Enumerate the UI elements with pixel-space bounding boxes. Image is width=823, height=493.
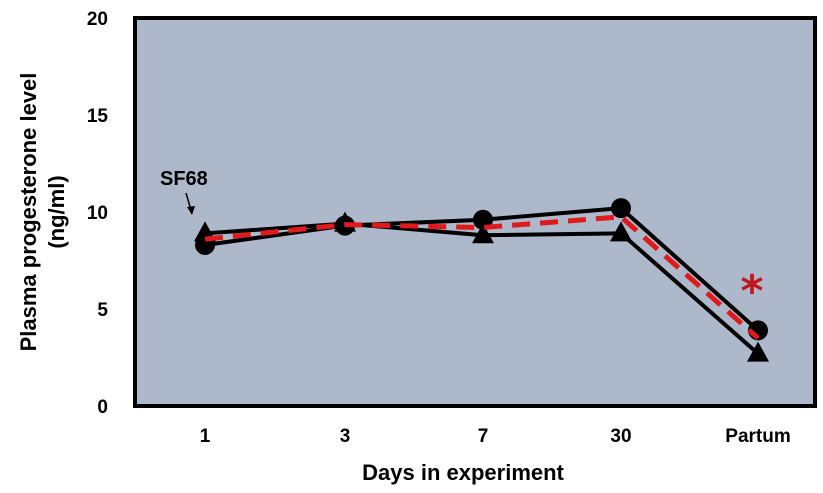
y-tick-label: 0 xyxy=(97,397,108,418)
data-point-triangle xyxy=(747,341,769,362)
y-tick-label: 10 xyxy=(87,203,108,224)
y-axis-title: Plasma progesterone level xyxy=(16,73,41,352)
y-tick-labels: 0 5 10 15 20 xyxy=(87,9,109,418)
x-tick-label: 3 xyxy=(340,426,351,447)
y-tick-label: 5 xyxy=(97,300,108,321)
y-tick-label: 15 xyxy=(87,106,109,127)
sf68-annotation: SF68 xyxy=(160,168,208,190)
x-tick-label: 7 xyxy=(478,426,489,447)
x-tick-label: Partum xyxy=(725,426,790,447)
significance-star: * xyxy=(740,266,763,317)
y-axis-unit: (ng/ml) xyxy=(44,175,69,248)
y-tick-label: 20 xyxy=(87,9,108,30)
x-tick-labels: 1 3 7 30 Partum xyxy=(200,426,791,447)
x-axis-title: Days in experiment xyxy=(362,460,564,485)
sf68-arrow xyxy=(185,192,195,215)
data-point-triangle xyxy=(472,223,494,244)
series-layer xyxy=(194,198,769,362)
series-line xyxy=(204,214,760,340)
x-tick-label: 1 xyxy=(200,426,211,447)
x-tick-label: 30 xyxy=(610,426,631,447)
data-point-triangle xyxy=(610,221,632,242)
plot-area xyxy=(133,16,817,408)
data-point-circle xyxy=(611,198,631,219)
